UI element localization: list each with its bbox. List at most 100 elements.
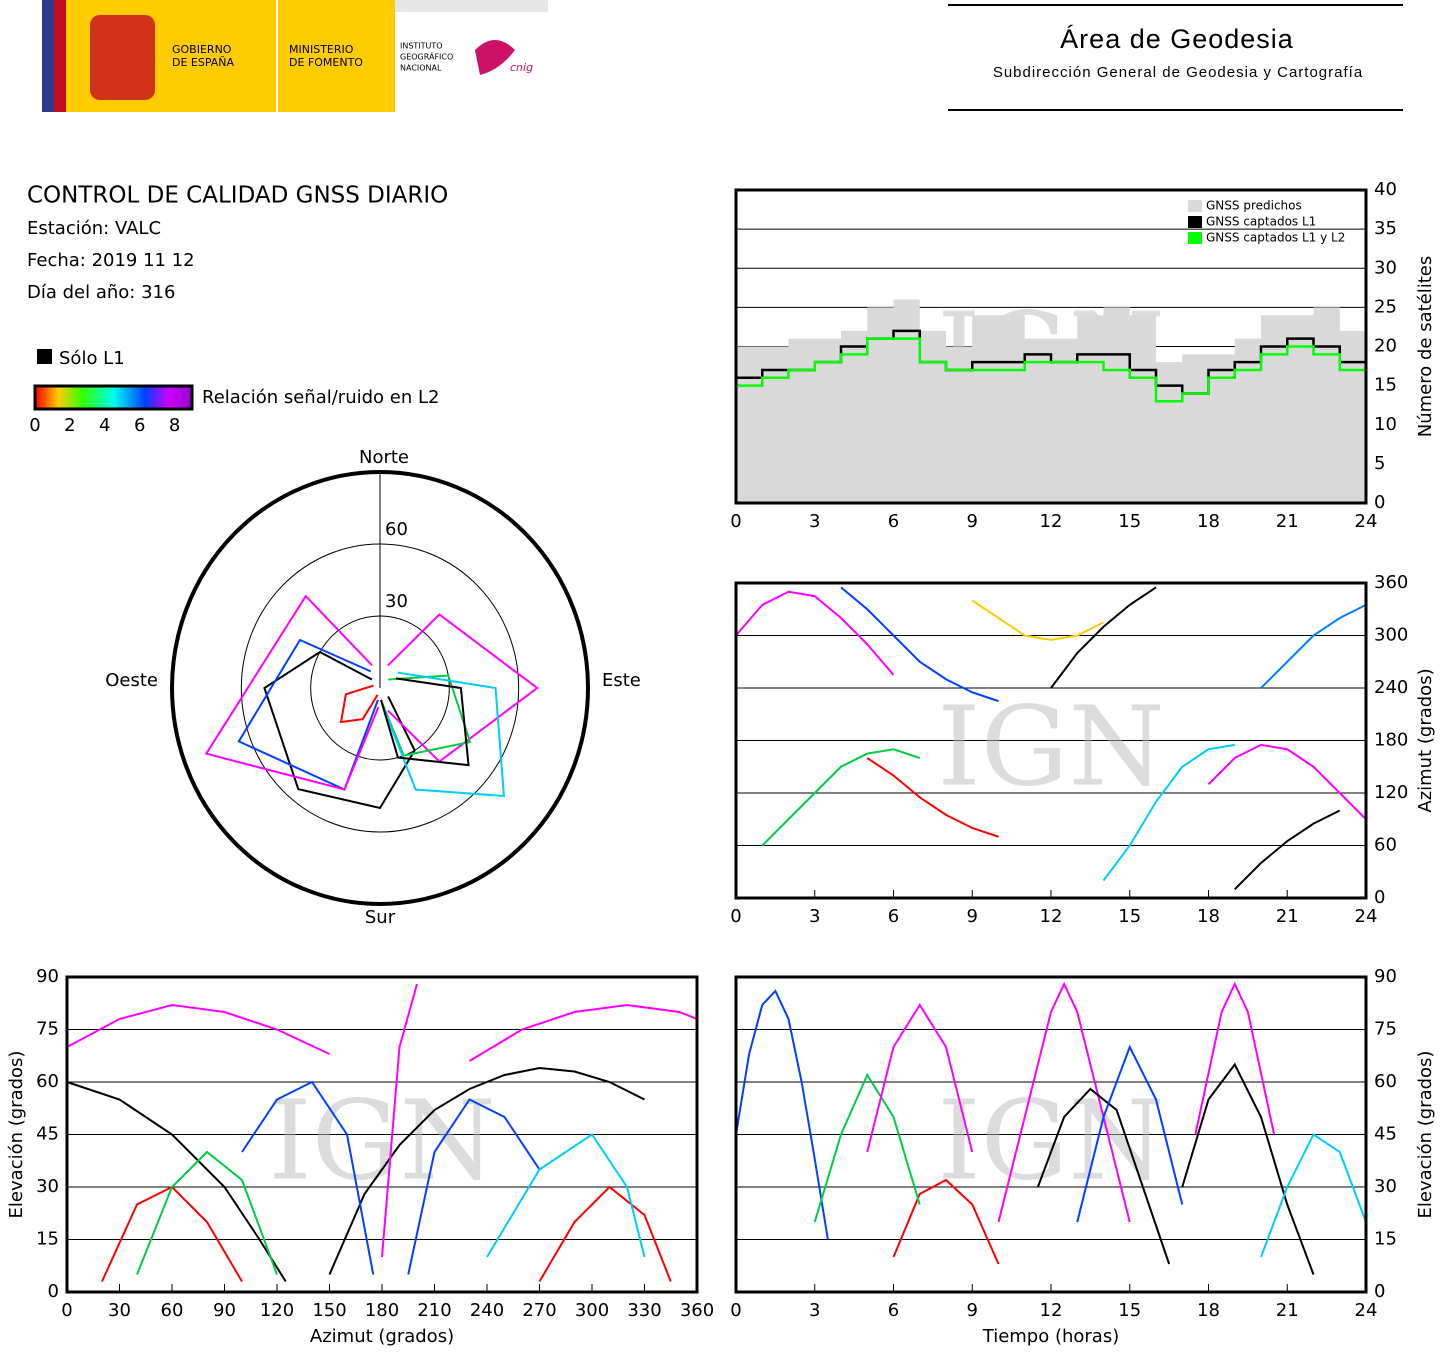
line [1194, 981, 1276, 1135]
x-tick-label: 18 [1197, 511, 1220, 532]
colorbar-tick: 0 [29, 415, 40, 436]
x-tick-label: 3 [809, 1300, 820, 1321]
watermark: IGN [268, 1076, 496, 1204]
x-tick-label: 24 [1355, 1300, 1378, 1321]
y-tick-label: 15 [36, 1229, 59, 1250]
y-tick-label: 60 [1374, 1071, 1397, 1092]
elevation-ring [240, 543, 520, 833]
x-tick-label: 9 [967, 1300, 978, 1321]
ring-label: 30 [385, 591, 408, 612]
line [813, 1072, 921, 1223]
x-tick-label: 360 [680, 1300, 714, 1321]
y-tick-label: 180 [1374, 730, 1408, 751]
line [840, 586, 999, 703]
x-tick-label: 270 [522, 1300, 556, 1321]
line [736, 337, 1368, 403]
line [468, 1003, 698, 1062]
track [237, 638, 379, 791]
colorbar-tick: 2 [64, 415, 75, 436]
line [66, 1003, 330, 1055]
direction-label: Norte [359, 447, 409, 468]
line [971, 599, 1104, 641]
line [407, 1098, 541, 1275]
x-tick-label: 12 [1040, 511, 1063, 532]
legend-swatch [1188, 216, 1202, 228]
legend-swatch [1188, 232, 1202, 244]
x-tick-label: 18 [1197, 1300, 1220, 1321]
header-bar [395, 0, 548, 12]
x-tick-label: 60 [161, 1300, 184, 1321]
x-tick-label: 6 [888, 1300, 899, 1321]
y-axis-label: Elevación (grados) [6, 1051, 27, 1219]
line [761, 748, 921, 847]
y-tick-label: 300 [1374, 625, 1408, 646]
report-line: Día del año: 316 [27, 282, 175, 303]
x-tick-label: 15 [1118, 906, 1141, 927]
line [136, 1150, 278, 1275]
y-tick-label: 35 [1374, 218, 1397, 239]
flag-strip [42, 0, 54, 112]
y-tick-label: 75 [36, 1019, 59, 1040]
x-tick-label: 15 [1118, 1300, 1141, 1321]
y-tick-label: 5 [1374, 453, 1385, 474]
y-tick-label: 25 [1374, 296, 1397, 317]
logo-text: DE ESPAÑA [172, 56, 235, 69]
line [1260, 603, 1367, 689]
y-tick-label: 30 [1374, 257, 1397, 278]
y-axis-label: Azimut (grados) [1415, 668, 1436, 812]
y-tick-label: 45 [36, 1124, 59, 1145]
y-tick-label: 30 [36, 1176, 59, 1197]
logo-text: cnig [510, 61, 533, 74]
y-tick-label: 0 [1374, 887, 1385, 908]
legend-label: GNSS captados L1 y L2 [1206, 231, 1345, 245]
x-tick-label: 6 [888, 511, 899, 532]
x-tick-label: 300 [575, 1300, 609, 1321]
track [382, 671, 506, 798]
colorbar-tick: 4 [99, 415, 110, 436]
plot-frame [734, 975, 1368, 1294]
line [1050, 586, 1157, 689]
x-tick-label: 90 [213, 1300, 236, 1321]
x-tick-label: 3 [809, 906, 820, 927]
y-tick-label: 75 [1374, 1019, 1397, 1040]
line [735, 989, 829, 1240]
line [381, 983, 418, 1258]
line [241, 1080, 375, 1275]
colorbar-tick: 6 [134, 415, 145, 436]
line [1102, 743, 1235, 882]
header-title: Área de Geodesia [1060, 24, 1294, 54]
line [101, 1185, 243, 1283]
x-tick-label: 210 [417, 1300, 451, 1321]
y-tick-label: 30 [1374, 1176, 1397, 1197]
x-axis-label: Tiempo (horas) [982, 1326, 1120, 1347]
watermark: IGN [937, 1076, 1165, 1204]
x-tick-label: 12 [1040, 906, 1063, 927]
line [1076, 1044, 1184, 1223]
logo-text: DE FOMENTO [289, 56, 363, 69]
line [735, 590, 895, 676]
cnig-logo [475, 40, 515, 75]
line [538, 1185, 672, 1283]
x-tick-label: 21 [1276, 1300, 1299, 1321]
y-tick-label: 0 [1374, 1281, 1385, 1302]
y-tick-label: 120 [1374, 782, 1408, 803]
logo-text: INSTITUTO [400, 42, 443, 51]
y-axis-label: Número de satélites [1415, 256, 1436, 438]
logo-text: GEOGRÁFICO [400, 51, 453, 62]
x-tick-label: 21 [1276, 906, 1299, 927]
flag-strip [54, 0, 66, 112]
line [1260, 1133, 1367, 1258]
track [263, 650, 416, 810]
track [339, 684, 379, 724]
x-axis-label: Azimut (grados) [310, 1326, 454, 1347]
x-tick-label: 120 [260, 1300, 294, 1321]
x-tick-label: 12 [1040, 1300, 1063, 1321]
coat-of-arms [90, 15, 155, 100]
line [1181, 1062, 1315, 1275]
legend-label: GNSS captados L1 [1206, 215, 1316, 229]
x-tick-label: 330 [627, 1300, 661, 1321]
logo-text: GOBIERNO [172, 43, 232, 56]
ring-label: 60 [385, 519, 408, 540]
x-tick-label: 180 [365, 1300, 399, 1321]
logo-text: MINISTERIO [289, 43, 354, 56]
